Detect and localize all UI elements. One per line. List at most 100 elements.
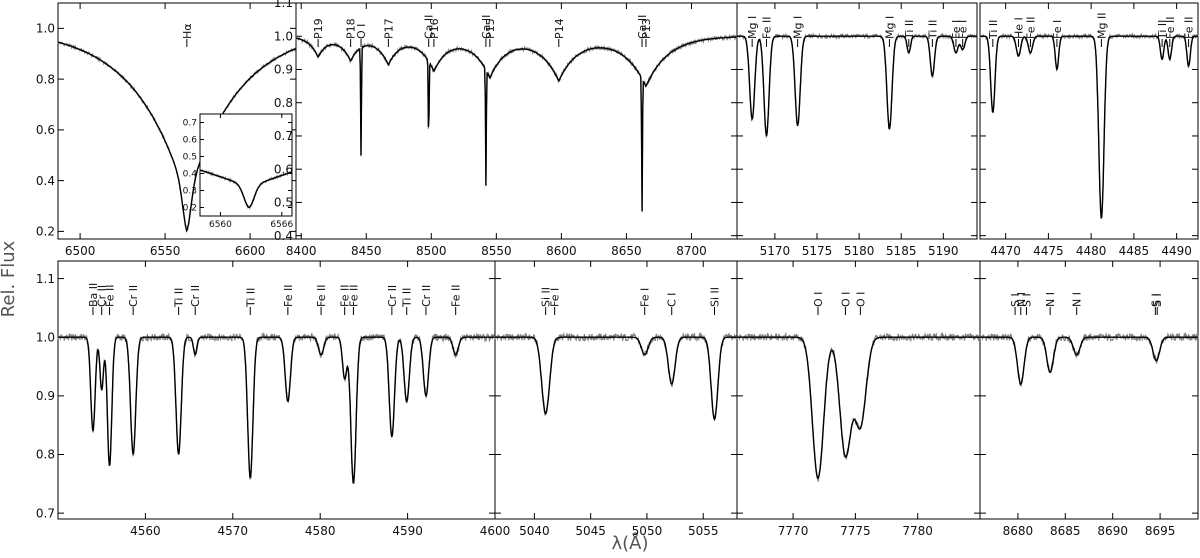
- panel-halpha: 6500 6550 6600 0.2 0.4 0.6 0.8 1.0 Hα 6560 6566 0.2…: [36, 2, 297, 258]
- inset-model-spectrum: [199, 169, 293, 209]
- mg-ii-x-tick-label: 4490: [1161, 244, 1192, 258]
- mg-b-observed-spectrum: [736, 32, 978, 138]
- paschen-line-label: O I: [355, 24, 368, 39]
- inset-y-tick-label: 0.5: [183, 153, 197, 163]
- si-c-line-label: Fe I: [639, 288, 652, 307]
- panel-cr-ti-fe: 4560 4570 4580 4590 4600 0.7 0.8 0.9 1.0 1.1 Ba II…: [36, 260, 511, 538]
- o-triplet-line-label: O I: [812, 292, 825, 307]
- cr-ti-fe-line-label: Fe II: [339, 285, 352, 307]
- si-c-x-tick-label: 5045: [575, 524, 606, 538]
- y-axis-title: Rel. Flux: [0, 240, 19, 317]
- mg-b-x-tick-label: 5175: [802, 244, 833, 258]
- mg-b-line-label: Ti II: [903, 20, 916, 40]
- s-n-line-label: N I: [1015, 292, 1028, 307]
- s-n-line-label: N I: [1071, 292, 1084, 307]
- mg-ii-line-label: Ti II: [1156, 20, 1169, 40]
- cr-ti-fe-model-spectrum: [58, 336, 495, 484]
- paschen-line-label: P13: [640, 18, 653, 39]
- mg-ii-line-label: Fe II: [1024, 17, 1037, 39]
- paschen-y-tick-label: 0.7: [274, 129, 293, 143]
- mg-b-model-spectrum: [737, 35, 977, 137]
- mg-b-line-label: Fe I: [957, 20, 970, 39]
- mg-b-line-label: Mg I: [746, 16, 759, 39]
- mg-ii-line-label: Fe II: [1183, 17, 1196, 39]
- halpha-y-tick-label: 0.6: [36, 123, 55, 137]
- inset-y-tick-label: 0.4: [183, 170, 198, 180]
- o-triplet-line-label: O I: [839, 292, 852, 307]
- halpha-x-tick-label: 6600: [235, 244, 266, 258]
- paschen-x-tick-label: 8700: [676, 244, 707, 258]
- mg-ii-line-label: He I: [1012, 17, 1025, 39]
- mg-b-x-tick-label: 5170: [760, 244, 791, 258]
- o-triplet-x-tick-label: 7770: [778, 524, 809, 538]
- si-c-observed-spectrum: [494, 331, 738, 419]
- paschen-line-label: P16: [428, 18, 441, 39]
- si-c-model-spectrum: [495, 336, 737, 422]
- mg-ii-model-spectrum: [980, 35, 1198, 219]
- halpha-x-tick-label: 6500: [65, 244, 96, 258]
- cr-ti-fe-x-tick-label: 4600: [480, 524, 511, 538]
- o-triplet-observed-spectrum: [736, 331, 981, 483]
- inset-y-tick-label: 0.6: [183, 136, 198, 146]
- mg-b-x-tick-label: 5190: [928, 244, 959, 258]
- cr-ti-fe-x-tick-label: 4590: [392, 524, 423, 538]
- cr-ti-fe-line-label: Cr II: [127, 285, 140, 307]
- mg-ii-x-tick-label: 4480: [1076, 244, 1107, 258]
- s-n-x-tick-label: 8685: [1050, 524, 1081, 538]
- cr-ti-fe-line-label: Ti II: [173, 288, 186, 308]
- cr-ti-fe-y-tick-label: 1.1: [36, 272, 55, 286]
- o-triplet-model-spectrum: [737, 336, 980, 479]
- paschen-y-tick-label: 1.1: [274, 0, 293, 10]
- cr-ti-fe-line-label: Cr II: [96, 285, 109, 307]
- cr-ti-fe-y-tick-label: 0.7: [36, 506, 55, 520]
- cr-ti-fe-y-tick-label: 1.0: [36, 330, 55, 344]
- o-triplet-x-tick-label: 7775: [840, 524, 871, 538]
- s-n-model-spectrum: [980, 336, 1198, 386]
- s-n-line-label: N I: [1044, 292, 1057, 307]
- paschen-x-tick-label: 8550: [481, 244, 512, 258]
- paschen-y-tick-label: 1.0: [274, 29, 293, 43]
- cr-ti-fe-line-label: Ti II: [401, 288, 414, 308]
- paschen-model-spectrum: [295, 36, 737, 212]
- paschen-y-tick-label: 0.5: [274, 196, 293, 210]
- cr-ti-fe-line-label: Ti II: [244, 288, 257, 308]
- paschen-line-label: P15: [484, 18, 497, 39]
- paschen-y-tick-label: 0.6: [274, 162, 293, 176]
- paschen-x-tick-label: 8600: [546, 244, 577, 258]
- mg-ii-line-label: Fe I: [1051, 20, 1064, 39]
- cr-ti-fe-y-tick-label: 0.9: [36, 389, 55, 403]
- paschen-y-tick-label: 0.9: [274, 63, 293, 77]
- mg-b-line-label: Mg I: [792, 16, 805, 39]
- mg-b-line-label: Fe II: [760, 17, 773, 39]
- mg-ii-observed-spectrum: [979, 31, 1199, 218]
- paschen-x-tick-label: 8400: [286, 244, 317, 258]
- mg-ii-line-label: Ti II: [987, 20, 1000, 40]
- cr-ti-fe-line-label: Ba II: [87, 283, 100, 307]
- halpha-inset: 6560 6566 0.2 0.3 0.4 0.5 0.6 0.7: [183, 113, 294, 230]
- mg-ii-x-tick-label: 4475: [1033, 244, 1064, 258]
- mg-b-line-label: Ti II: [926, 20, 939, 40]
- paschen-line-label: Ca II: [423, 15, 436, 39]
- paschen-line-label: Ca II: [636, 15, 649, 39]
- paschen-y-tick-label: 0.4: [274, 229, 293, 243]
- paschen-line-label: P14: [553, 18, 566, 39]
- mg-b-x-tick-label: 5180: [844, 244, 875, 258]
- si-c-x-tick-label: 5040: [519, 524, 550, 538]
- cr-ti-fe-line-label: Fe II: [450, 285, 463, 307]
- cr-ti-fe-line-label: Cr II: [386, 285, 399, 307]
- mg-ii-x-tick-label: 4485: [1119, 244, 1150, 258]
- paschen-x-tick-label: 8650: [611, 244, 642, 258]
- cr-ti-fe-line-label: Cr II: [189, 285, 202, 307]
- inset-frame: [199, 113, 293, 217]
- s-n-observed-spectrum: [979, 331, 1199, 387]
- halpha-y-tick-label: 0.2: [36, 225, 55, 239]
- s-n-frame: [979, 260, 1199, 520]
- panel-paschen: 8400 8450 8500 8550 8600 8650 8700 0.4 0.5 0.6 0.7…: [274, 0, 738, 258]
- paschen-x-tick-label: 8450: [351, 244, 382, 258]
- inset-x-tick-label: 6560: [209, 220, 232, 230]
